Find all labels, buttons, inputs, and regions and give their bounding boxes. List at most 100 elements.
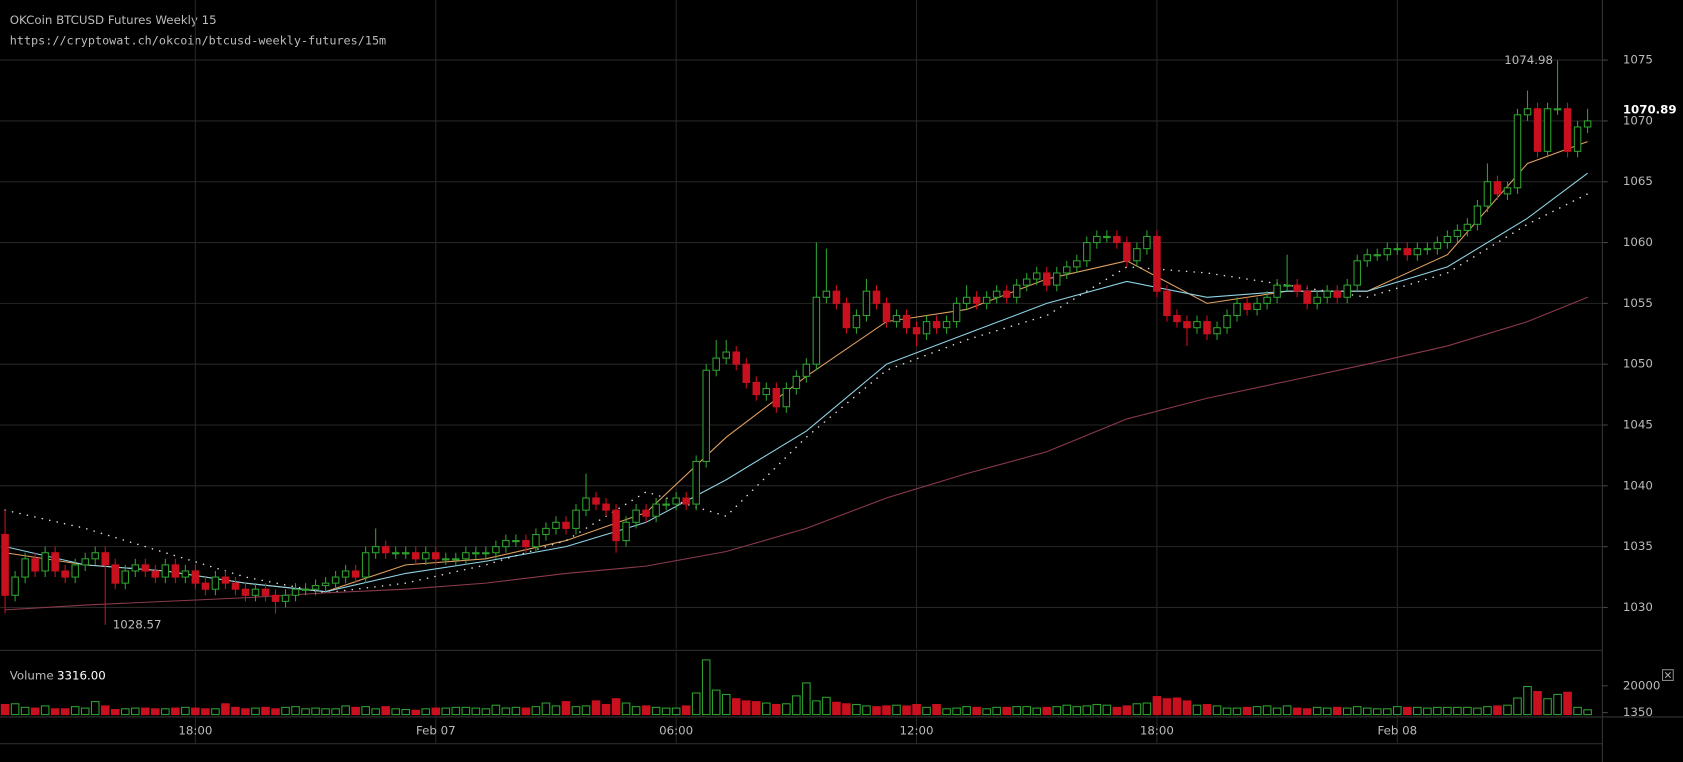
volume-bar [1162, 698, 1172, 716]
candle-body [61, 570, 69, 578]
volume-bar [1262, 705, 1272, 716]
volume-bar [591, 700, 601, 716]
close-box[interactable] [1661, 669, 1674, 681]
candle-body [181, 570, 190, 578]
volume-bar [1142, 702, 1152, 716]
candle-body [251, 588, 260, 596]
candle-body [1363, 254, 1372, 262]
volume-bar [50, 708, 60, 716]
volume-bar [90, 701, 100, 716]
volume-bar [20, 706, 30, 716]
volume-bar [892, 704, 901, 716]
volume-bar [70, 706, 80, 716]
candle-body [942, 321, 951, 329]
volume-bar [1022, 706, 1032, 716]
volume-bar [401, 708, 411, 716]
candle-body [1032, 272, 1041, 280]
volume-bar [371, 708, 380, 716]
last-price-label: 1070.89 [1623, 103, 1677, 117]
candle-body [502, 540, 510, 548]
close-icon[interactable] [1664, 672, 1671, 679]
candle-body [762, 387, 771, 396]
candle-body [672, 497, 680, 505]
candle-body [191, 570, 200, 584]
volume-bar [201, 708, 210, 716]
volume-bar [341, 705, 350, 716]
volume-bar [241, 708, 250, 716]
candle-body [361, 552, 370, 578]
candle-body [452, 558, 460, 561]
chart-title: OKCoin BTCUSD Futures Weekly 15 [10, 13, 217, 27]
volume-bar [1322, 707, 1332, 716]
candle-body [1443, 235, 1452, 244]
volume-bar [1382, 708, 1392, 716]
volume-bar [1002, 706, 1011, 716]
volume-bar [531, 706, 541, 716]
volume-bar [1052, 706, 1062, 716]
volume-bar [1503, 704, 1512, 716]
y-tick-label: 1060 [1623, 235, 1653, 249]
candle-body [211, 576, 220, 590]
volume-bar [1132, 703, 1142, 716]
candle-body [1293, 284, 1301, 292]
volume-bar [1062, 704, 1072, 716]
volume-bar [1533, 691, 1542, 716]
volume-bar [501, 707, 511, 716]
candle-body [1203, 321, 1211, 335]
volume-bar [451, 706, 461, 716]
volume-bar [191, 707, 200, 716]
candle-body [131, 564, 140, 572]
candle-body [1233, 302, 1241, 317]
volume-bar [762, 702, 771, 716]
volume-bar [842, 703, 851, 716]
candle-body [171, 564, 180, 578]
candle-body [1393, 248, 1402, 251]
volume-bar [1352, 706, 1362, 716]
candle-body [432, 552, 440, 560]
volume-bar [1222, 707, 1232, 716]
candle-body [201, 582, 210, 590]
candle-body [1103, 235, 1111, 239]
volume-bar [261, 706, 270, 716]
volume-bar [211, 708, 220, 716]
candle-body [311, 585, 320, 590]
volume-bar [872, 706, 881, 716]
volume-bar [1292, 707, 1302, 716]
candle-body [91, 552, 99, 560]
volume-bar [1112, 706, 1122, 716]
y-tick-label: 1350 [1623, 705, 1653, 719]
candle-body [602, 503, 610, 511]
volume-bar [1553, 693, 1562, 716]
volume-bar [521, 707, 531, 716]
candle-body [1523, 108, 1532, 116]
volume-bar [301, 708, 310, 716]
y-tick-label: 1070 [1623, 113, 1653, 127]
y-tick-label: 1040 [1623, 478, 1653, 492]
volume-bar [902, 705, 911, 716]
volume-bar [1242, 706, 1252, 716]
volume-bar [1493, 705, 1502, 716]
candle-body [351, 570, 360, 578]
candle-body [592, 497, 600, 505]
volume-bar [581, 705, 591, 716]
close-button[interactable] [1661, 669, 1674, 681]
candle-body [1493, 181, 1502, 195]
candle-body [1253, 302, 1261, 310]
candle-body [572, 509, 580, 529]
candle-body [1323, 290, 1331, 298]
volume-bar [0, 703, 10, 716]
candle-body [972, 296, 981, 304]
candle-body [1433, 242, 1442, 250]
volume-bar [441, 707, 451, 716]
volume-bar [491, 704, 501, 716]
volume-bar [1413, 706, 1422, 716]
candle-body [1513, 114, 1522, 189]
candle-body [772, 387, 781, 408]
volume-bar [321, 708, 330, 716]
candle-body [782, 387, 791, 408]
x-tick-label: 18:00 [1140, 723, 1174, 737]
candle-body [1353, 260, 1361, 286]
volume-bar [571, 706, 581, 716]
volume-bar [751, 701, 761, 716]
candle-body [832, 290, 841, 304]
